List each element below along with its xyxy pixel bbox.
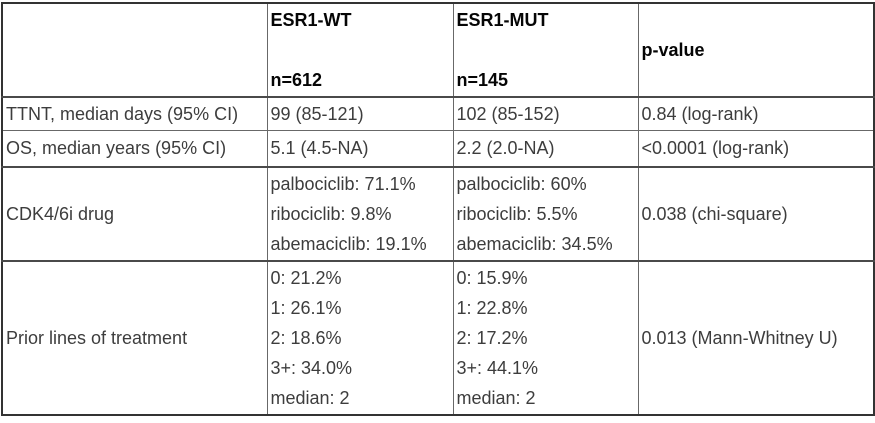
cell-prior-wt: 0: 21.2% 1: 26.1% 2: 18.6% 3+: 34.0% med…	[266, 259, 454, 415]
cell-line: 1: 26.1%	[270, 297, 342, 318]
cell-line: abemaciclib: 19.1%	[270, 233, 427, 254]
cell-cdk-mut: palbociclib: 60% ribociclib: 5.5% abemac…	[452, 165, 639, 261]
cell-line: 3+: 34.0%	[270, 357, 353, 378]
header-esr1-wt-cell: ESR1-WT n=612	[266, 2, 454, 98]
cell-line: palbociclib: 60%	[456, 173, 587, 194]
row-label-cdk-drug: CDK4/6i drug	[1, 165, 268, 261]
header-p-value-cell: p-value	[637, 2, 875, 98]
cell-line: 1: 22.8%	[456, 297, 528, 318]
cell-os-mut: 2.2 (2.0-NA)	[452, 130, 639, 167]
cell-line: ribociclib: 5.5%	[456, 203, 578, 224]
row-label-ttnt: TTNT, median days (95% CI)	[1, 96, 268, 131]
table-row-ttnt: TTNT, median days (95% CI) 99 (85-121) 1…	[1, 96, 875, 131]
cell-os-p: <0.0001 (log-rank)	[637, 130, 875, 167]
esr1-wt-n-label: n=612	[270, 70, 323, 90]
cell-prior-p: 0.013 (Mann-Whitney U)	[637, 259, 875, 415]
table-row-prior-lines: Prior lines of treatment 0: 21.2% 1: 26.…	[1, 259, 875, 415]
cell-line: 0: 21.2%	[270, 267, 342, 288]
cell-line: ribociclib: 9.8%	[270, 203, 392, 224]
esr1-mut-group-label: ESR1-MUT	[456, 10, 549, 30]
esr1-mut-n-label: n=145	[456, 70, 509, 90]
cell-cdk-p: 0.038 (chi-square)	[637, 165, 875, 261]
row-label-os: OS, median years (95% CI)	[1, 130, 268, 167]
row-label-prior-lines: Prior lines of treatment	[1, 259, 268, 415]
header-spacer	[457, 35, 635, 65]
table-header-row: ESR1-WT n=612 ESR1-MUT n=145 p-value	[1, 2, 875, 98]
cell-ttnt-wt: 99 (85-121)	[266, 96, 454, 131]
cell-line: median: 2	[270, 387, 350, 408]
results-table: ESR1-WT n=612 ESR1-MUT n=145 p-value TTN…	[1, 2, 875, 416]
cell-line: 3+: 44.1%	[456, 357, 539, 378]
header-empty-cell	[1, 2, 268, 98]
table-row-os: OS, median years (95% CI) 5.1 (4.5-NA) 2…	[1, 130, 875, 167]
cell-line: 2: 18.6%	[270, 327, 342, 348]
cell-ttnt-mut: 102 (85-152)	[452, 96, 639, 131]
cell-line: median: 2	[456, 387, 536, 408]
cell-prior-mut: 0: 15.9% 1: 22.8% 2: 17.2% 3+: 44.1% med…	[452, 259, 639, 415]
cell-line: abemaciclib: 34.5%	[456, 233, 613, 254]
cell-cdk-wt: palbociclib: 71.1% ribociclib: 9.8% abem…	[266, 165, 454, 261]
header-esr1-mut-cell: ESR1-MUT n=145	[452, 2, 639, 98]
cell-line: 0: 15.9%	[456, 267, 528, 288]
table-row-cdk-drug: CDK4/6i drug palbociclib: 71.1% ribocicl…	[1, 165, 875, 261]
cell-os-wt: 5.1 (4.5-NA)	[266, 130, 454, 167]
cell-ttnt-p: 0.84 (log-rank)	[637, 96, 875, 131]
header-spacer	[271, 35, 450, 65]
cell-line: palbociclib: 71.1%	[270, 173, 416, 194]
esr1-wt-group-label: ESR1-WT	[270, 10, 352, 30]
cell-line: 2: 17.2%	[456, 327, 528, 348]
